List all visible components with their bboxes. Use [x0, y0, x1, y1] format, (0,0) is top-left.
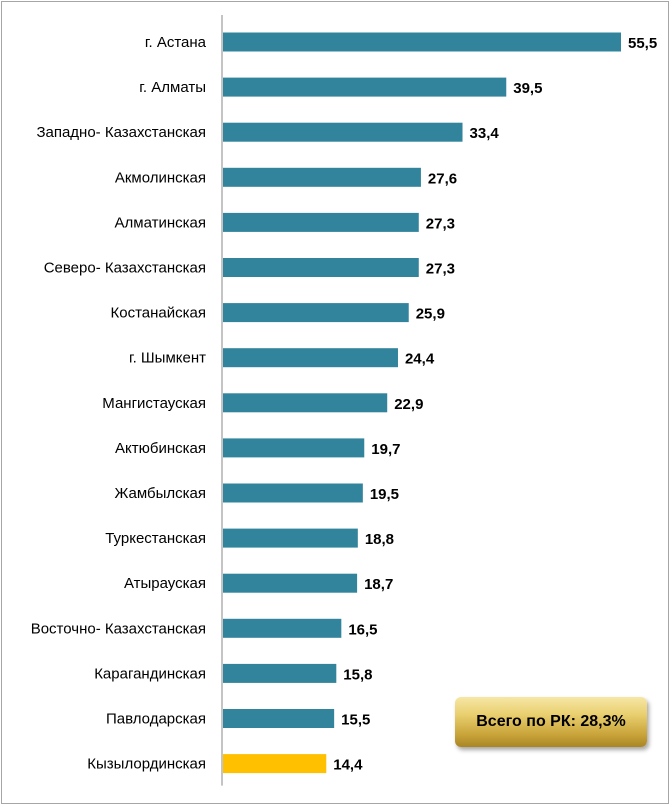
value-label: 33,4	[470, 125, 500, 142]
value-label: 24,4	[405, 351, 435, 368]
bar	[223, 618, 342, 638]
bar	[223, 167, 421, 187]
bar	[223, 663, 337, 683]
category-label: Восточно- Казахстанская	[31, 620, 206, 637]
bar	[223, 122, 463, 142]
value-label: 39,5	[513, 80, 542, 97]
value-label: 18,7	[364, 576, 393, 593]
value-label: 22,9	[394, 396, 423, 413]
category-label: г. Шымкент	[129, 350, 206, 367]
value-label: 19,5	[370, 486, 399, 503]
value-label: 27,3	[426, 215, 455, 232]
category-label: Жамбылская	[115, 485, 207, 502]
value-label: 55,5	[628, 35, 657, 52]
bar	[223, 348, 398, 368]
value-label: 18,8	[365, 531, 394, 548]
category-label: Мангистауская	[102, 395, 206, 412]
category-label: Актюбинская	[115, 440, 206, 457]
bar	[223, 709, 335, 728]
category-label: Кызылординская	[87, 756, 206, 773]
value-label: 15,5	[341, 712, 370, 729]
value-label: 14,4	[333, 757, 363, 774]
category-label: г. Алматы	[139, 79, 206, 96]
value-label: 19,7	[371, 441, 400, 458]
value-label: 16,5	[348, 621, 377, 638]
category-label: Западно- Казахстанская	[36, 124, 206, 141]
bar	[223, 32, 621, 52]
category-label: Акмолинская	[115, 169, 206, 186]
category-label: Карагандинская	[94, 665, 206, 682]
value-label: 15,8	[343, 666, 372, 683]
bar	[223, 573, 358, 593]
category-label: Северо- Казахстанская	[44, 260, 206, 277]
total-summary-box: Всего по РК: 28,3%	[455, 697, 647, 747]
total-summary-text: Всего по РК: 28,3%	[476, 713, 626, 730]
bar	[223, 212, 419, 232]
value-label: 25,9	[416, 306, 445, 323]
category-label: Алматинская	[115, 214, 206, 231]
category-label: г. Астана	[145, 34, 207, 51]
category-label: Атырауская	[124, 575, 206, 592]
bar	[223, 438, 365, 458]
bar	[223, 77, 507, 97]
category-label: Туркестанская	[105, 530, 206, 547]
category-label: Павлодарская	[106, 711, 206, 728]
bar	[223, 483, 363, 503]
bar	[223, 754, 327, 774]
value-label: 27,6	[428, 170, 457, 187]
bar	[223, 393, 388, 413]
bar	[223, 303, 409, 323]
category-label: Костанайская	[111, 305, 207, 322]
bar	[223, 258, 419, 277]
value-label: 27,3	[426, 261, 455, 278]
bar	[223, 528, 358, 548]
